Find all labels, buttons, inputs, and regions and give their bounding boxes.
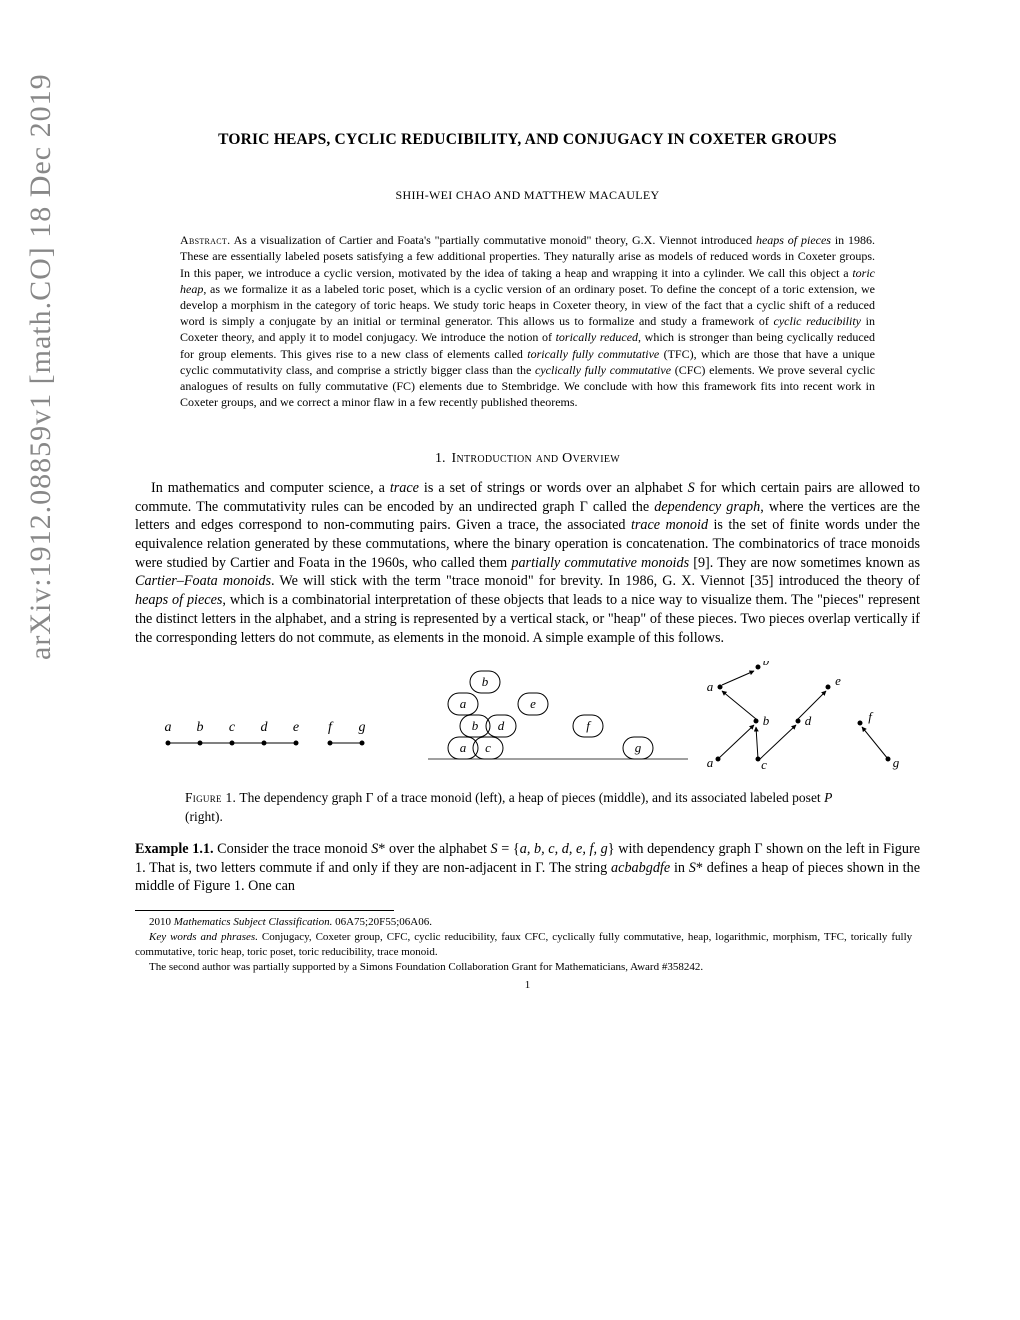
svg-text:f: f bbox=[868, 709, 874, 724]
svg-text:b: b bbox=[471, 718, 478, 733]
svg-text:e: e bbox=[292, 720, 298, 735]
section-name: Introduction and Overview bbox=[452, 451, 620, 466]
svg-text:e: e bbox=[835, 673, 841, 688]
svg-text:a: a bbox=[164, 720, 171, 735]
example-label: Example 1.1. bbox=[135, 841, 214, 857]
figure-caption-text: The dependency graph Γ of a trace monoid… bbox=[185, 790, 832, 823]
abstract-italic: cyclic reducibility bbox=[774, 314, 862, 328]
abstract-label: Abstract. bbox=[180, 233, 230, 247]
abstract: Abstract. As a visualization of Cartier … bbox=[180, 232, 875, 410]
example-paragraph: Example 1.1. Consider the trace monoid S… bbox=[135, 840, 920, 896]
svg-text:g: g bbox=[634, 740, 641, 755]
svg-text:c: c bbox=[761, 757, 767, 772]
abstract-text: As a visualization of Cartier and Foata'… bbox=[234, 233, 756, 247]
abstract-italic: torically reduced bbox=[556, 330, 638, 344]
svg-text:a: a bbox=[459, 740, 466, 755]
abstract-text: , as we formalize it as a labeled toric … bbox=[180, 282, 875, 328]
footnotes: 2010 Mathematics Subject Classification.… bbox=[135, 910, 394, 974]
svg-text:d: d bbox=[260, 720, 268, 735]
svg-text:g: g bbox=[358, 720, 365, 735]
example-text: Consider the trace monoid S* over the al… bbox=[135, 841, 920, 894]
paper-author: SHIH-WEI CHAO AND MATTHEW MACAULEY bbox=[135, 188, 920, 204]
svg-text:a: a bbox=[459, 696, 466, 711]
svg-text:b: b bbox=[196, 720, 203, 735]
figure-label: Figure 1. bbox=[185, 790, 236, 805]
footnote-msc: 2010 Mathematics Subject Classification.… bbox=[135, 915, 912, 930]
abstract-italic: cyclically fully commutative bbox=[535, 363, 671, 377]
svg-text:c: c bbox=[485, 740, 491, 755]
svg-text:d: d bbox=[497, 718, 504, 733]
figure-1: a b c d e f g bbox=[135, 661, 920, 825]
svg-text:g: g bbox=[892, 755, 899, 770]
svg-text:a: a bbox=[706, 755, 713, 770]
footnote-keywords: Key words and phrases. Conjugacy, Coxete… bbox=[135, 930, 912, 960]
section-number: 1. bbox=[435, 451, 446, 466]
paper-title: TORIC HEAPS, CYCLIC REDUCIBILITY, AND CO… bbox=[135, 130, 920, 150]
svg-text:f: f bbox=[586, 718, 592, 733]
arxiv-identifier: arXiv:1912.08859v1 [math.CO] 18 Dec 2019 bbox=[24, 73, 58, 660]
svg-text:b: b bbox=[762, 661, 769, 668]
svg-text:d: d bbox=[804, 713, 811, 728]
page-number: 1 bbox=[135, 978, 920, 993]
svg-text:f: f bbox=[328, 720, 334, 735]
svg-text:b: b bbox=[762, 713, 769, 728]
abstract-italic: torically fully commutative bbox=[527, 347, 659, 361]
figure-svg: a b c d e f g bbox=[148, 661, 908, 781]
svg-text:e: e bbox=[530, 696, 536, 711]
svg-text:c: c bbox=[228, 720, 235, 735]
page-content: TORIC HEAPS, CYCLIC REDUCIBILITY, AND CO… bbox=[0, 0, 1020, 1032]
intro-paragraph: In mathematics and computer science, a t… bbox=[135, 479, 920, 648]
abstract-italic: heaps of pieces bbox=[756, 233, 831, 247]
svg-text:b: b bbox=[481, 674, 488, 689]
figure-caption: Figure 1. The dependency graph Γ of a tr… bbox=[185, 789, 870, 825]
svg-text:a: a bbox=[706, 679, 713, 694]
section-heading: 1. Introduction and Overview bbox=[135, 450, 920, 468]
footnote-funding: The second author was partially supporte… bbox=[135, 960, 912, 975]
